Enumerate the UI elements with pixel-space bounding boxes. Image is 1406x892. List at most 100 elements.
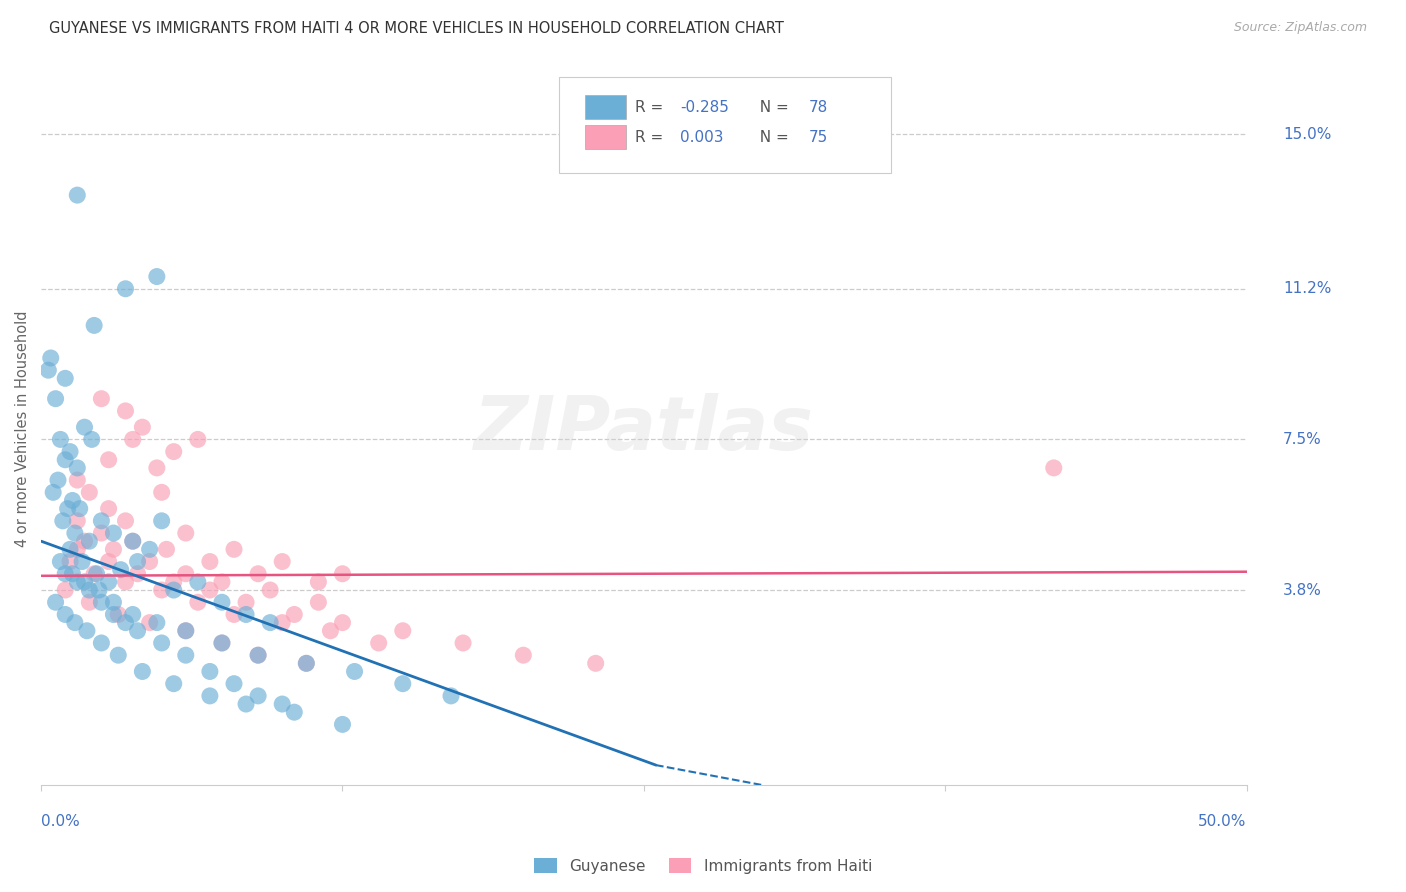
Point bbox=[150, 514, 173, 528]
Point bbox=[235, 697, 257, 711]
FancyBboxPatch shape bbox=[560, 77, 891, 173]
Point bbox=[211, 636, 233, 650]
Point bbox=[150, 582, 173, 597]
Point bbox=[121, 534, 143, 549]
Point bbox=[259, 582, 281, 597]
Text: 11.2%: 11.2% bbox=[1282, 281, 1331, 296]
Point bbox=[66, 514, 89, 528]
Point bbox=[107, 648, 129, 663]
Point bbox=[247, 648, 270, 663]
Point bbox=[49, 433, 72, 447]
Point bbox=[131, 420, 153, 434]
Point bbox=[59, 444, 82, 458]
Point bbox=[198, 689, 221, 703]
Point bbox=[307, 574, 329, 589]
Point bbox=[103, 526, 125, 541]
Point bbox=[343, 665, 366, 679]
Text: Source: ZipAtlas.com: Source: ZipAtlas.com bbox=[1233, 21, 1367, 34]
Point bbox=[367, 636, 389, 650]
Text: 0.003: 0.003 bbox=[681, 129, 724, 145]
Point bbox=[271, 555, 294, 569]
Point bbox=[187, 574, 209, 589]
Point bbox=[283, 607, 305, 622]
Legend: Guyanese, Immigrants from Haiti: Guyanese, Immigrants from Haiti bbox=[527, 852, 879, 880]
Point bbox=[247, 566, 270, 581]
Point bbox=[127, 555, 149, 569]
Point bbox=[86, 566, 108, 581]
Point bbox=[79, 485, 101, 500]
Point bbox=[73, 420, 96, 434]
Point bbox=[155, 542, 177, 557]
Point bbox=[138, 542, 160, 557]
Point bbox=[97, 574, 120, 589]
Text: -0.285: -0.285 bbox=[681, 100, 728, 115]
Point bbox=[97, 452, 120, 467]
Text: ZIPatlas: ZIPatlas bbox=[474, 392, 814, 466]
Point bbox=[53, 371, 76, 385]
Point bbox=[198, 582, 221, 597]
Point bbox=[295, 657, 318, 671]
Point bbox=[451, 636, 474, 650]
Point bbox=[440, 689, 463, 703]
Point bbox=[259, 615, 281, 630]
Point bbox=[121, 534, 143, 549]
Point bbox=[45, 392, 67, 406]
Point bbox=[332, 566, 354, 581]
Text: 7.5%: 7.5% bbox=[1282, 432, 1322, 447]
Point bbox=[59, 555, 82, 569]
Text: R =: R = bbox=[636, 100, 669, 115]
Point bbox=[150, 636, 173, 650]
Point bbox=[271, 615, 294, 630]
Text: 75: 75 bbox=[808, 129, 828, 145]
Point bbox=[103, 595, 125, 609]
Point bbox=[187, 595, 209, 609]
Point bbox=[53, 582, 76, 597]
Point bbox=[53, 452, 76, 467]
Point bbox=[247, 648, 270, 663]
Point bbox=[319, 624, 342, 638]
Point bbox=[211, 636, 233, 650]
Point bbox=[70, 555, 93, 569]
Point bbox=[83, 318, 105, 333]
Point bbox=[73, 534, 96, 549]
Text: 78: 78 bbox=[808, 100, 828, 115]
Point bbox=[174, 648, 197, 663]
Point bbox=[222, 542, 245, 557]
Point bbox=[66, 461, 89, 475]
FancyBboxPatch shape bbox=[585, 95, 626, 120]
Text: R =: R = bbox=[636, 129, 669, 145]
Point bbox=[90, 392, 112, 406]
Point bbox=[307, 595, 329, 609]
Point bbox=[79, 595, 101, 609]
Point bbox=[391, 624, 413, 638]
Point bbox=[163, 582, 186, 597]
Point bbox=[90, 526, 112, 541]
Point bbox=[332, 615, 354, 630]
Point bbox=[121, 433, 143, 447]
Point bbox=[49, 555, 72, 569]
Point bbox=[332, 717, 354, 731]
Point bbox=[295, 657, 318, 671]
Point bbox=[187, 433, 209, 447]
Point bbox=[66, 542, 89, 557]
Point bbox=[391, 676, 413, 690]
Point bbox=[79, 582, 101, 597]
Point bbox=[114, 514, 136, 528]
Point bbox=[66, 188, 89, 202]
Text: GUYANESE VS IMMIGRANTS FROM HAITI 4 OR MORE VEHICLES IN HOUSEHOLD CORRELATION CH: GUYANESE VS IMMIGRANTS FROM HAITI 4 OR M… bbox=[49, 21, 785, 36]
Text: 3.8%: 3.8% bbox=[1282, 582, 1322, 598]
Point bbox=[90, 636, 112, 650]
Point bbox=[174, 624, 197, 638]
Point bbox=[1042, 461, 1064, 475]
Point bbox=[83, 566, 105, 581]
Point bbox=[512, 648, 534, 663]
Point bbox=[59, 542, 82, 557]
Point bbox=[97, 555, 120, 569]
Point bbox=[66, 473, 89, 487]
Point bbox=[90, 514, 112, 528]
Point bbox=[283, 705, 305, 719]
Point bbox=[146, 461, 169, 475]
Point bbox=[46, 473, 69, 487]
Point bbox=[66, 574, 89, 589]
Point bbox=[110, 563, 132, 577]
